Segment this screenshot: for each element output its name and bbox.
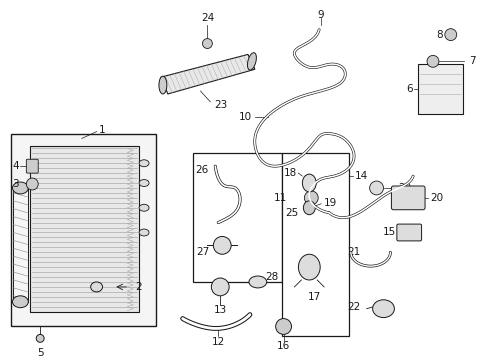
Text: 2: 2 — [135, 282, 142, 292]
Text: 25: 25 — [285, 208, 298, 218]
Circle shape — [444, 29, 456, 41]
Ellipse shape — [303, 201, 315, 215]
Ellipse shape — [13, 182, 28, 194]
Text: 12: 12 — [211, 337, 224, 347]
Text: 5: 5 — [37, 348, 43, 358]
Text: 28: 28 — [264, 272, 278, 282]
Circle shape — [369, 181, 383, 195]
Text: 27: 27 — [196, 247, 209, 257]
Text: 13: 13 — [213, 305, 226, 315]
Ellipse shape — [247, 53, 256, 70]
Ellipse shape — [139, 204, 149, 211]
Bar — [417, 64, 462, 114]
Polygon shape — [161, 54, 254, 94]
Ellipse shape — [139, 229, 149, 236]
Ellipse shape — [159, 76, 166, 94]
Ellipse shape — [36, 334, 44, 342]
Ellipse shape — [302, 174, 316, 192]
Text: 16: 16 — [276, 341, 289, 351]
Circle shape — [304, 191, 318, 205]
Text: 22: 22 — [347, 302, 360, 312]
Circle shape — [211, 278, 229, 296]
Text: 7: 7 — [468, 56, 475, 66]
Text: 14: 14 — [354, 171, 367, 181]
Bar — [281, 153, 348, 336]
Circle shape — [202, 39, 212, 49]
Circle shape — [426, 55, 438, 67]
Ellipse shape — [139, 160, 149, 167]
Ellipse shape — [139, 180, 149, 186]
Ellipse shape — [13, 296, 28, 308]
Ellipse shape — [248, 276, 266, 288]
Text: 18: 18 — [284, 168, 297, 178]
FancyBboxPatch shape — [390, 186, 424, 210]
Text: 6: 6 — [406, 84, 412, 94]
FancyBboxPatch shape — [26, 159, 38, 173]
Text: 10: 10 — [238, 112, 251, 122]
Text: 23: 23 — [214, 100, 227, 110]
Text: 20: 20 — [429, 193, 442, 203]
FancyBboxPatch shape — [396, 224, 421, 241]
Text: 29: 29 — [398, 183, 411, 193]
Text: 11: 11 — [274, 193, 287, 203]
Text: 17: 17 — [306, 292, 320, 302]
Text: 1: 1 — [99, 125, 105, 135]
Text: 4: 4 — [13, 161, 19, 171]
Bar — [30, 147, 139, 312]
Text: 3: 3 — [13, 179, 19, 189]
Circle shape — [26, 178, 38, 190]
Ellipse shape — [90, 282, 102, 292]
Text: 15: 15 — [382, 228, 396, 238]
Text: 24: 24 — [201, 13, 214, 23]
Circle shape — [213, 237, 231, 254]
Text: 9: 9 — [317, 10, 324, 20]
Text: 21: 21 — [347, 247, 360, 257]
Text: 19: 19 — [324, 198, 337, 208]
Bar — [192, 153, 281, 282]
Text: 8: 8 — [435, 30, 442, 40]
Text: 26: 26 — [195, 165, 208, 175]
Bar — [11, 134, 156, 327]
Ellipse shape — [298, 254, 320, 280]
Circle shape — [275, 319, 291, 334]
Ellipse shape — [372, 300, 394, 318]
